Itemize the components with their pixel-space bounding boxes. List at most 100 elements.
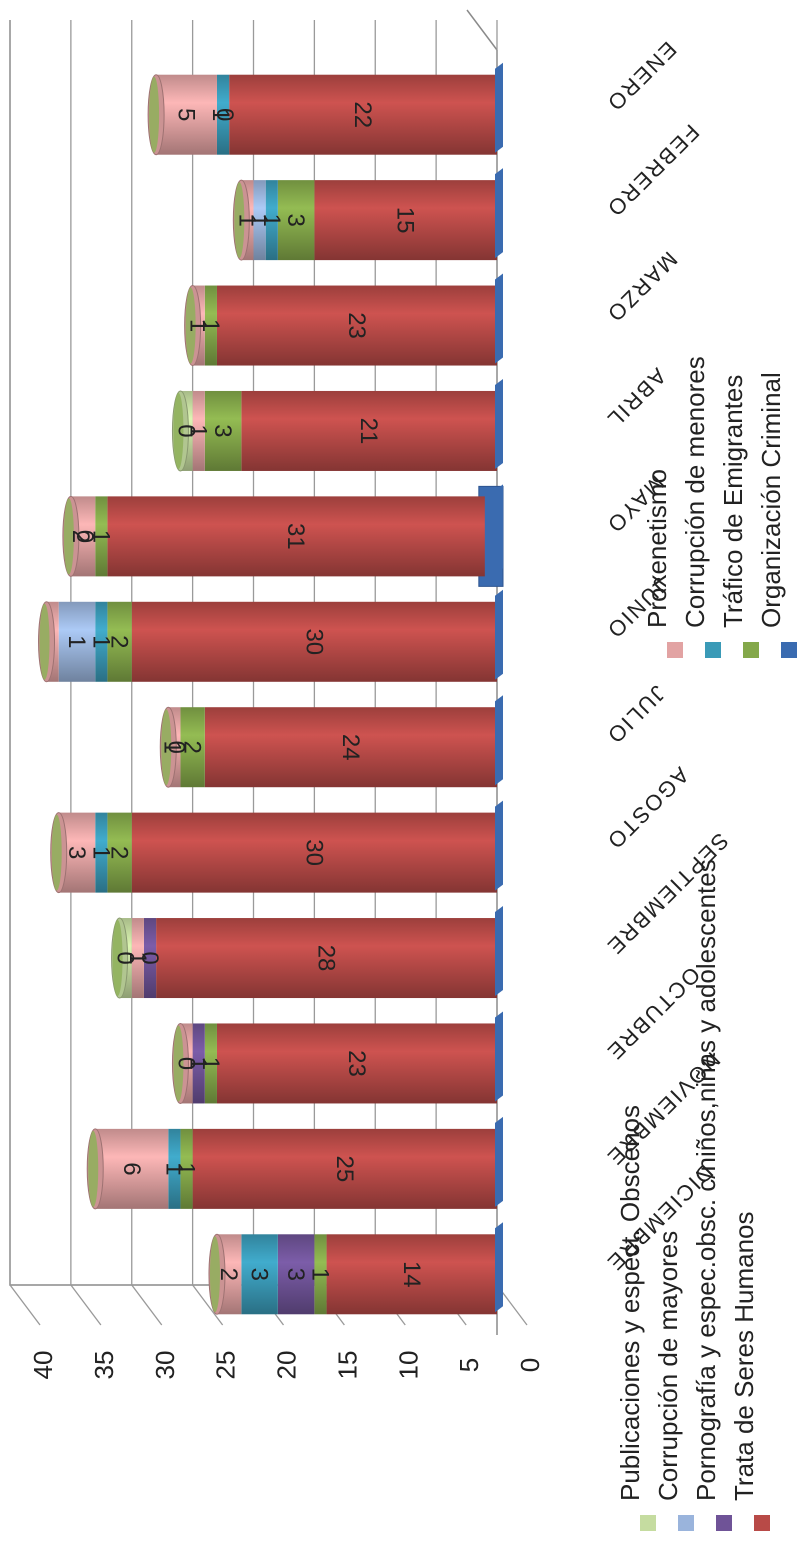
legend-swatch	[754, 1515, 770, 1531]
data-label: 31	[282, 523, 309, 550]
bar-stack-enero	[147, 62, 503, 156]
data-label: 3	[282, 1268, 309, 1281]
data-label: 1	[197, 319, 224, 332]
gridline-depth	[192, 1284, 224, 1326]
bar-segment	[180, 707, 205, 788]
bar-segment	[95, 1128, 169, 1209]
data-label: 1	[158, 741, 185, 754]
tick-label: 25	[211, 1351, 241, 1380]
bar-segment	[192, 1128, 497, 1209]
bar-segment	[143, 918, 157, 999]
data-label: 1	[185, 424, 212, 437]
gridline-depth	[70, 1284, 102, 1326]
bar-cap-rim	[173, 1025, 184, 1102]
category-label: OCTUBRE	[601, 962, 705, 1066]
bar-segment	[204, 1023, 217, 1104]
bar-segment	[192, 390, 205, 471]
bar-base	[495, 906, 503, 997]
data-label: 23	[343, 312, 370, 339]
data-label: 1	[185, 1057, 212, 1070]
data-label: 2	[215, 1268, 242, 1281]
bar-cap-rim	[234, 182, 245, 259]
legend: Publicaciones y espect. Obscenos Corrupci…	[615, 356, 797, 1531]
data-label: 3	[63, 846, 90, 859]
bar-base	[495, 168, 503, 259]
bar-base	[495, 695, 503, 786]
bar-segment	[107, 496, 485, 577]
tick-label: 35	[89, 1351, 119, 1380]
legend-swatch	[667, 642, 683, 658]
legend-label: Corrupción de mayores	[653, 1231, 683, 1501]
bar-segment	[131, 601, 497, 682]
bar-segment	[204, 285, 217, 366]
tick-label: 5	[454, 1358, 484, 1372]
bar-stack-octubre	[171, 1011, 503, 1104]
category-label: MARZO	[601, 247, 682, 328]
legend-swatch	[781, 642, 797, 658]
data-label: 23	[343, 1050, 370, 1077]
legend-label: Tráfico de Emigrantes	[718, 375, 748, 628]
category-label: JULIO	[601, 681, 670, 750]
data-label: 0	[71, 530, 98, 543]
bar-segment	[156, 918, 497, 999]
bar-base	[495, 1222, 503, 1313]
bars	[38, 62, 504, 1315]
bar-base	[495, 589, 503, 680]
bar-segment	[216, 1023, 497, 1104]
data-label: 1	[233, 213, 260, 226]
category-label: ENERO	[601, 37, 681, 117]
data-label: 1	[306, 1268, 333, 1281]
bar-stack-septiembre	[111, 906, 503, 999]
bar-segment	[180, 1128, 193, 1209]
legend-label: Organización Criminal	[756, 372, 786, 628]
data-label: 1	[87, 530, 114, 543]
bar-base	[495, 800, 503, 891]
data-label: 15	[392, 207, 419, 234]
data-label: 1	[87, 635, 114, 648]
data-label: 2	[179, 741, 206, 754]
gridline-depth	[131, 1284, 163, 1326]
bar-base	[495, 1116, 503, 1207]
data-label: 0	[173, 424, 200, 437]
data-label: 1	[173, 1162, 200, 1175]
bar-stack-marzo	[184, 273, 503, 367]
bar-cap-rim	[173, 392, 184, 469]
bar-segment	[314, 1234, 327, 1315]
data-label: 1	[185, 319, 212, 332]
tick-label: 20	[272, 1351, 302, 1380]
data-label: 14	[398, 1261, 425, 1288]
legend-label: Corrupción de menores	[680, 356, 710, 628]
data-label: 22	[349, 101, 376, 128]
bar-segment	[326, 1234, 497, 1315]
legend-swatch	[716, 1515, 732, 1531]
bar-cap-rim	[161, 709, 172, 786]
bar-cap-rim	[149, 76, 160, 153]
bar-stack-julio	[159, 695, 503, 788]
data-label: 1	[63, 635, 90, 648]
bar-cap-rim	[185, 287, 196, 364]
bar-segment	[156, 74, 217, 155]
data-label: 0	[162, 741, 189, 754]
bar-segment	[265, 180, 278, 261]
data-label: 3	[246, 1268, 273, 1281]
data-label: 1	[246, 213, 273, 226]
bar-base	[495, 378, 503, 469]
bar-base	[495, 62, 503, 153]
data-label: 3	[209, 424, 236, 437]
bar-segment	[107, 601, 132, 682]
legend-swatch	[678, 1515, 694, 1531]
gridline-depth	[9, 1284, 41, 1326]
legend-swatch	[743, 642, 759, 658]
bar-segment	[216, 74, 230, 155]
data-label: 2	[67, 530, 94, 543]
bar-segment	[58, 601, 96, 682]
bar-stack-febrero	[232, 168, 503, 261]
value-axis: 0 5 10 15 20 25 30 35 40	[28, 1351, 545, 1380]
data-label: 0	[211, 108, 238, 121]
bar-segment	[192, 1023, 205, 1104]
bar-cap-rim	[88, 1130, 99, 1207]
bar-segment	[204, 707, 498, 788]
data-label: 1	[197, 1057, 224, 1070]
bar-segment	[95, 496, 108, 577]
data-label: 2	[106, 846, 133, 859]
